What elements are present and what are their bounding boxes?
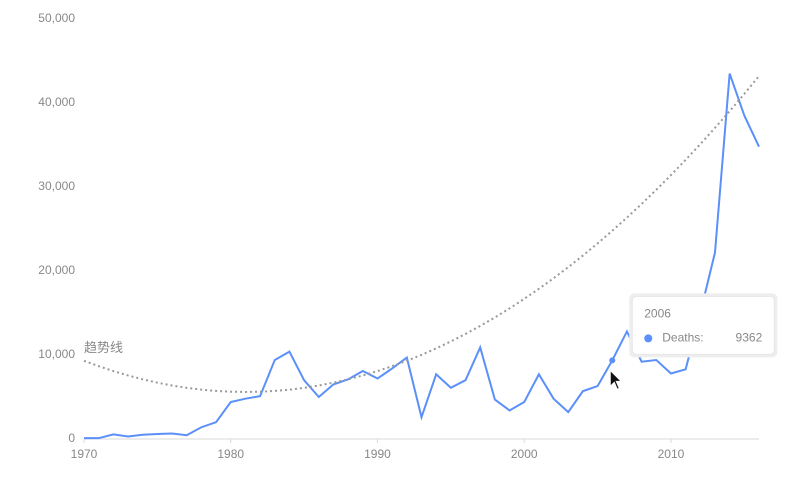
x-tick-label: 2000 bbox=[511, 447, 538, 461]
tooltip-title: 2006 bbox=[644, 307, 671, 321]
tooltip bbox=[631, 295, 775, 355]
trend-line bbox=[83, 75, 760, 393]
y-tick-label: 40,000 bbox=[38, 95, 75, 109]
tooltip-marker bbox=[644, 334, 653, 343]
x-tick-label: 2010 bbox=[658, 447, 685, 461]
hover-point bbox=[609, 357, 616, 364]
line bbox=[84, 73, 760, 440]
cursor bbox=[609, 369, 623, 391]
tooltip-value: 9362 bbox=[736, 331, 763, 345]
x-tick-label: 1970 bbox=[71, 447, 98, 461]
y-tick-label: 0 bbox=[68, 431, 75, 445]
x-tick-label: 1980 bbox=[217, 447, 244, 461]
y-tick-label: 30,000 bbox=[38, 179, 75, 193]
trend-label: 趋势线 bbox=[84, 340, 123, 355]
y-tick-label: 10,000 bbox=[38, 347, 75, 361]
x-tick-label: 1990 bbox=[364, 447, 391, 461]
y-tick-label: 50,000 bbox=[38, 11, 75, 25]
y-tick-label: 20,000 bbox=[38, 263, 75, 277]
tooltip-label: Deaths: bbox=[662, 331, 703, 345]
